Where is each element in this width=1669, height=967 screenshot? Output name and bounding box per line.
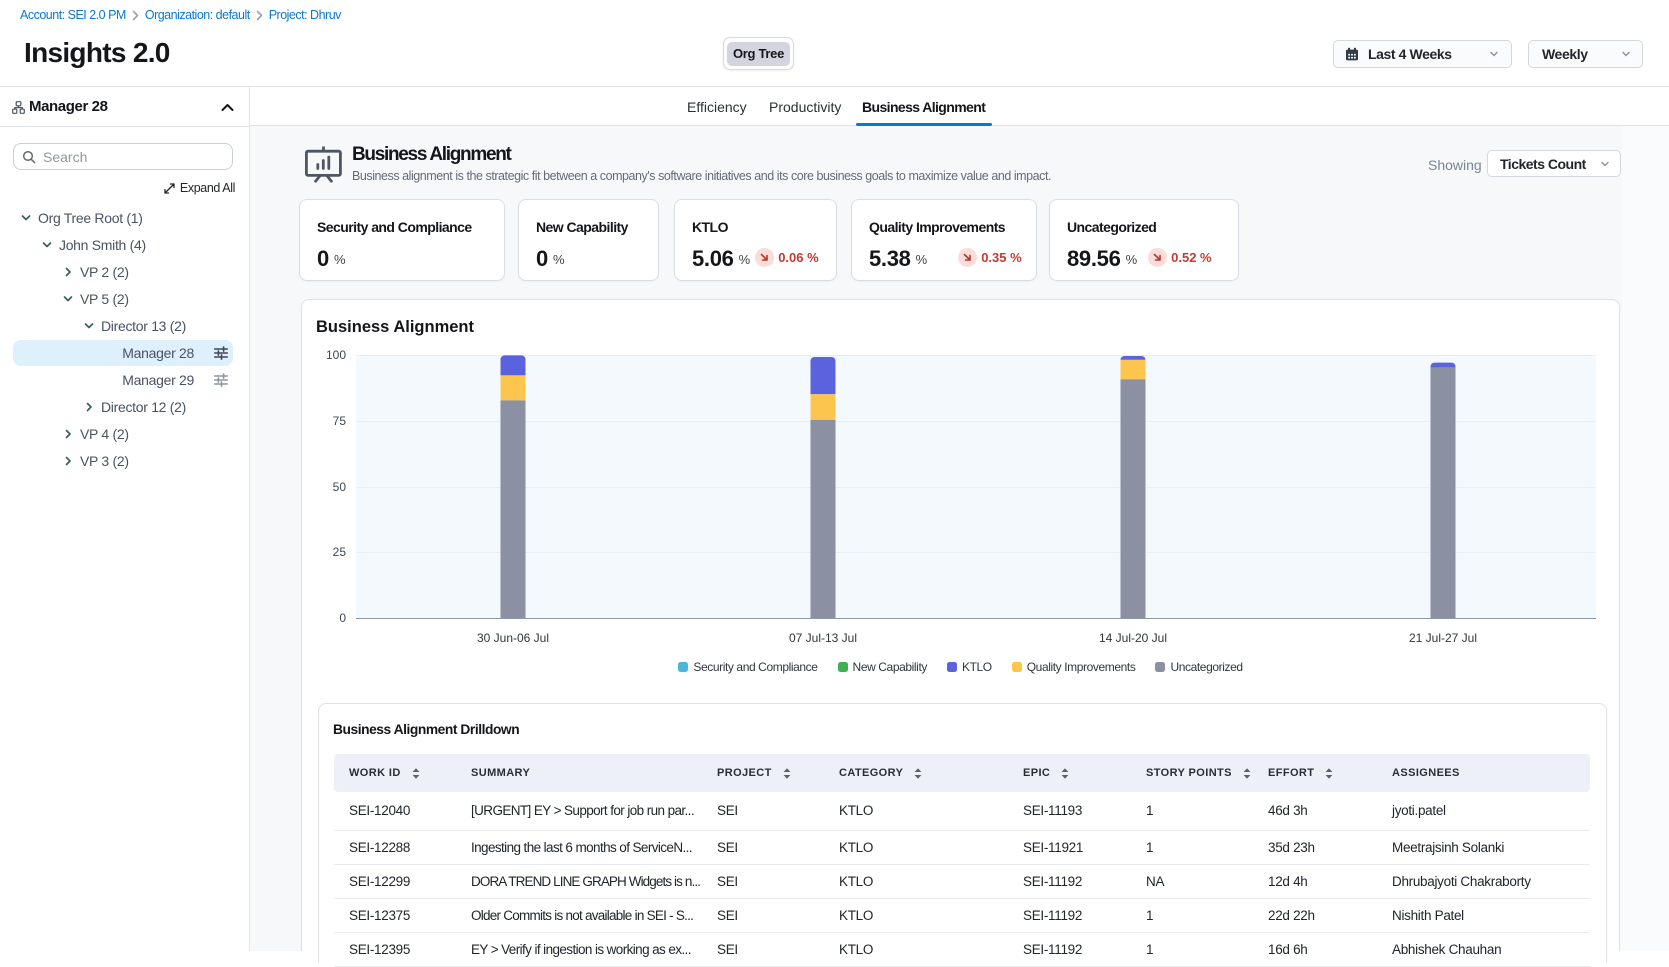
svg-text:30 Jun-06 Jul: 30 Jun-06 Jul	[477, 631, 549, 645]
svg-text:25: 25	[333, 545, 347, 559]
svg-text:14 Jul-20 Jul: 14 Jul-20 Jul	[1099, 631, 1167, 645]
svg-text:07 Jul-13 Jul: 07 Jul-13 Jul	[789, 631, 857, 645]
svg-text:100: 100	[326, 348, 346, 362]
svg-text:75: 75	[333, 414, 347, 428]
svg-text:50: 50	[333, 480, 347, 494]
svg-text:0: 0	[339, 611, 346, 625]
svg-text:21 Jul-27 Jul: 21 Jul-27 Jul	[1409, 631, 1477, 645]
